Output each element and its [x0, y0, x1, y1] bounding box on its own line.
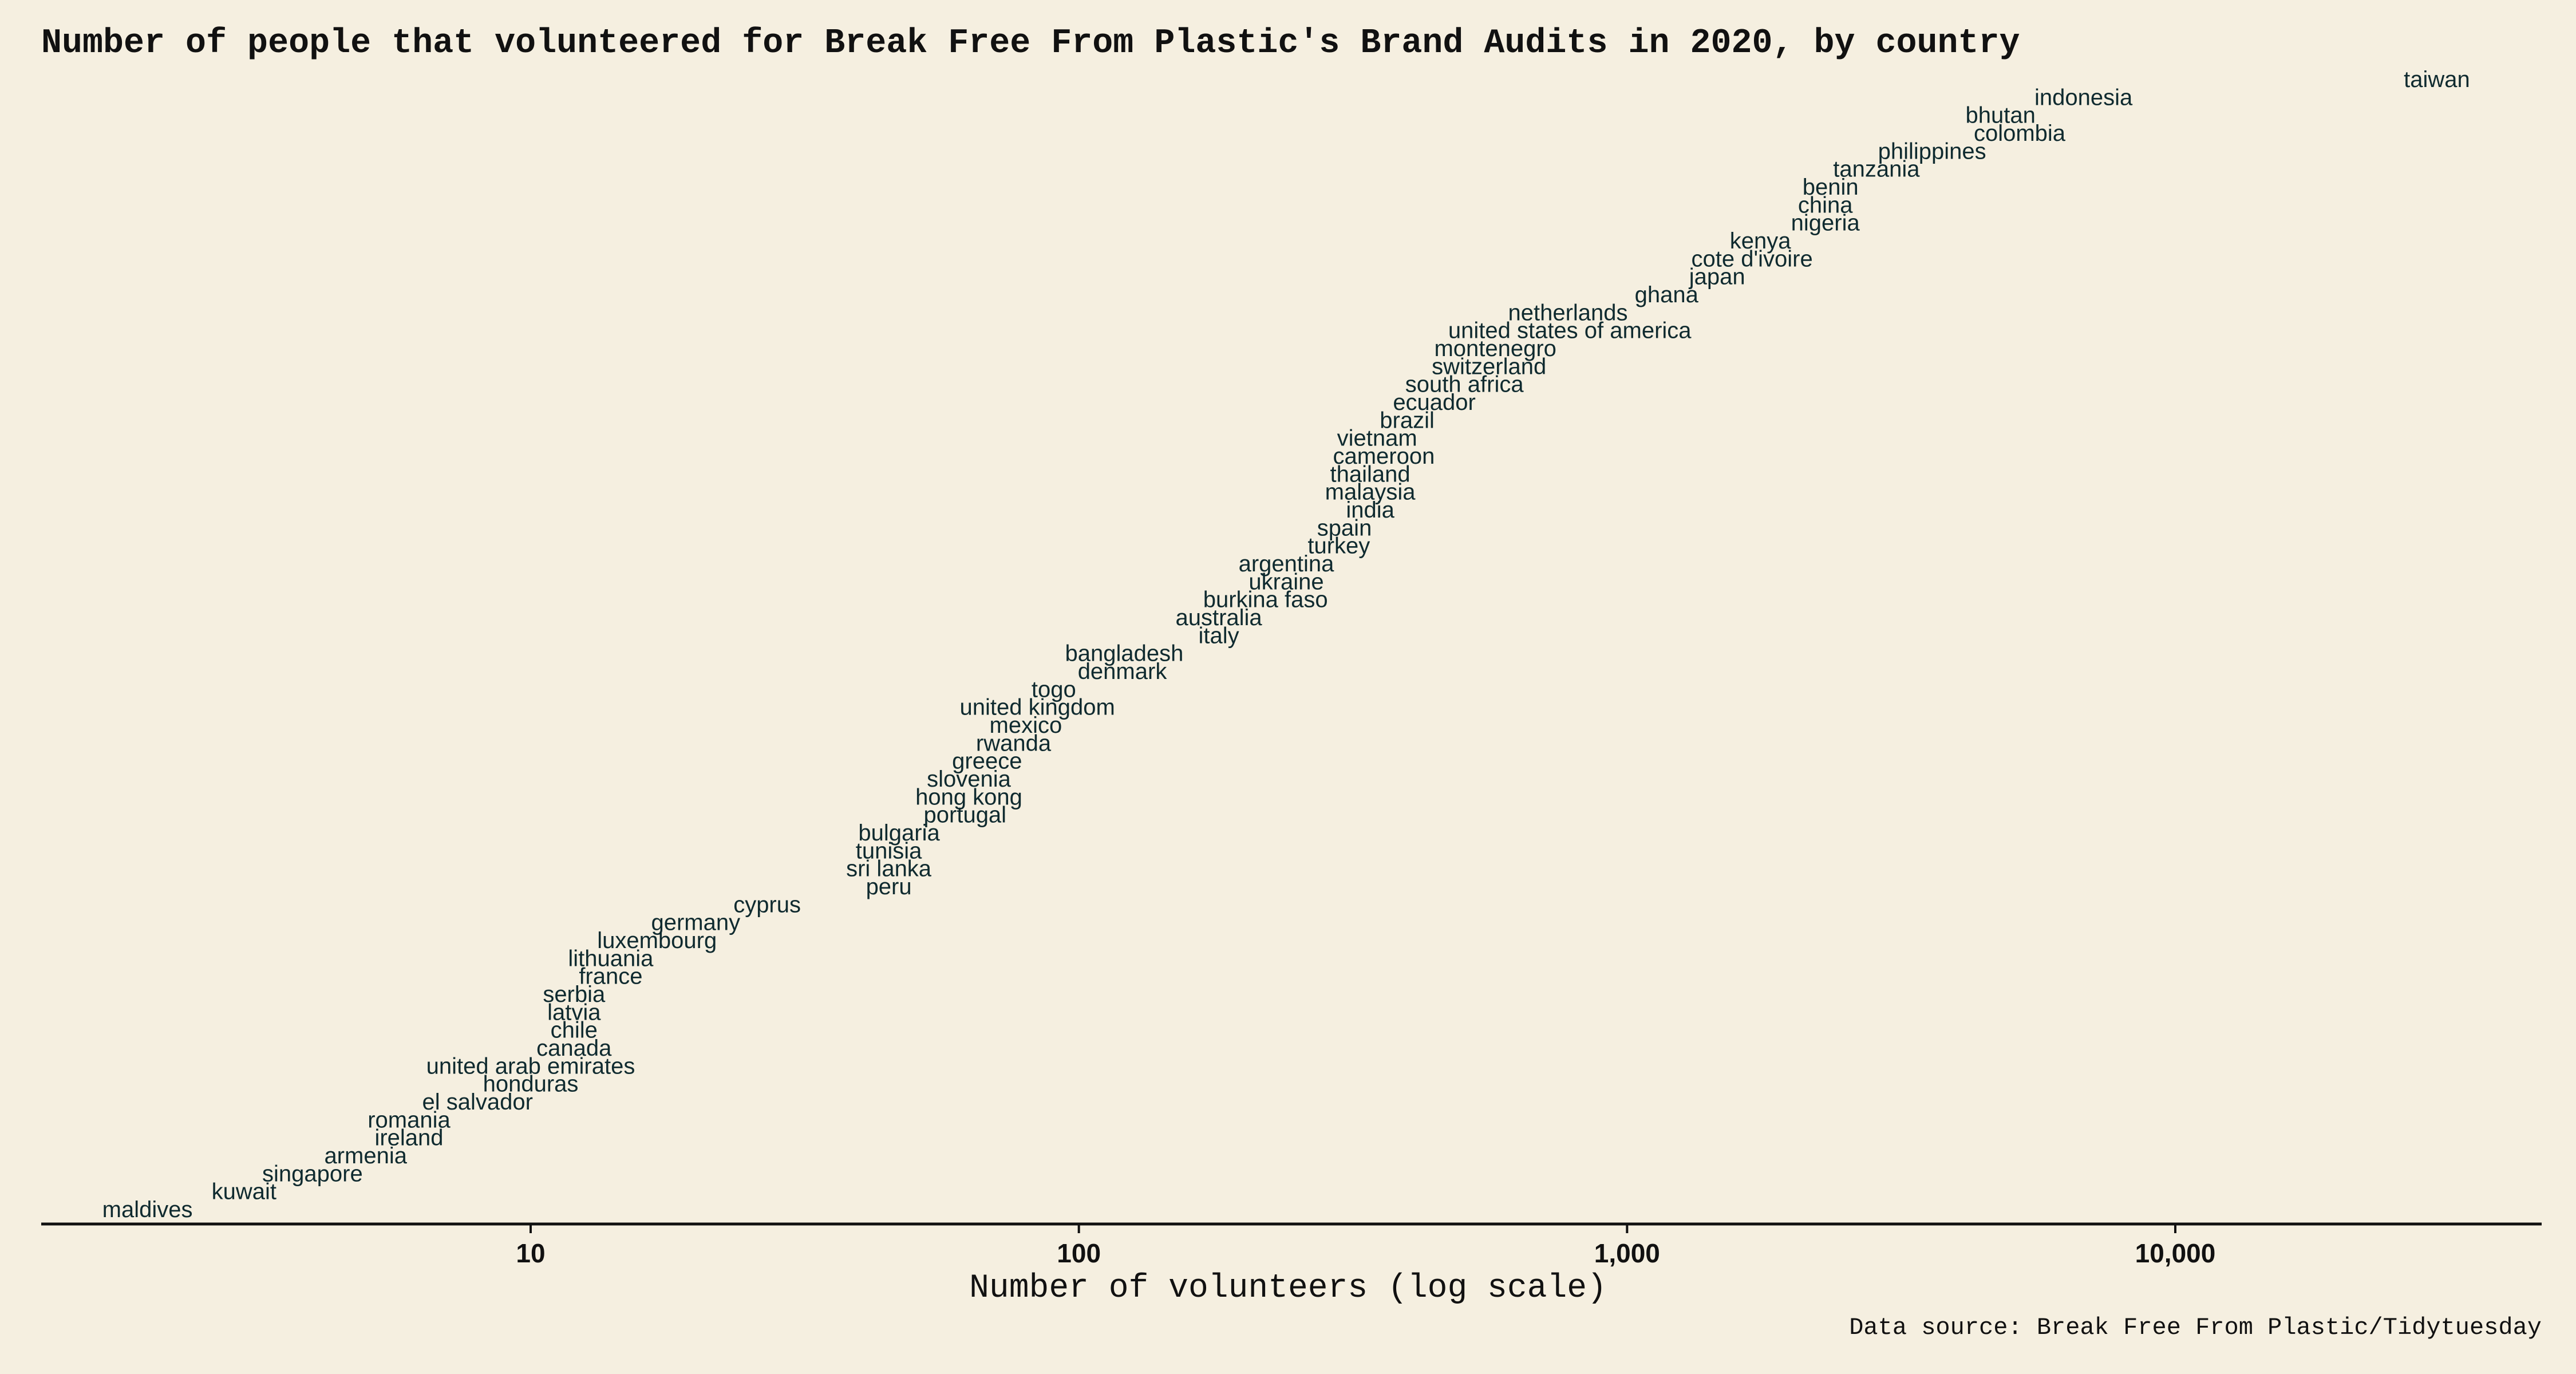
point-label-thailand: thailand [1330, 461, 1411, 487]
point-label-el-salvador: el salvador [422, 1089, 532, 1115]
point-label-luxembourg: luxembourg [597, 928, 717, 953]
point-label-tanzania: tanzania [1833, 157, 1920, 182]
point-label-taiwan: taiwan [2404, 67, 2470, 92]
point-label-brazil: brazil [1380, 408, 1435, 433]
point-label-argentina: argentina [1239, 551, 1335, 577]
point-label-italy: italy [1199, 623, 1239, 648]
point-label-rwanda: rwanda [976, 731, 1052, 756]
point-label-slovenia: slovenia [927, 767, 1012, 792]
point-label-bulgaria: bulgaria [858, 820, 940, 846]
point-label-canada: canada [536, 1036, 612, 1061]
point-label-armenia: armenia [324, 1143, 407, 1168]
point-label-serbia: serbia [543, 982, 606, 1007]
point-label-cote-d-ivoire: cote d'ivoire [1692, 246, 1813, 271]
data-labels: maldives kuwaitsingaporearmeniairelandrom… [102, 67, 2470, 1222]
point-label-portugal: portugal [924, 803, 1007, 828]
point-label-south-africa: south africa [1405, 372, 1524, 397]
point-label-germany: germany [651, 910, 740, 935]
point-label-cyprus: cyprus [733, 892, 801, 917]
point-label-switzerland: switzerland [1432, 354, 1546, 379]
x-tick-label: 100 [1057, 1238, 1101, 1268]
chart-title: Number of people that volunteered for Br… [41, 24, 2020, 63]
x-axis-ticks: 10 100 1,000 10,000 [516, 1224, 2215, 1268]
point-label-ukraine: ukraine [1249, 569, 1323, 594]
point-label-burkina-faso: burkina faso [1203, 587, 1328, 613]
point-label-peru: peru [866, 874, 912, 899]
point-label-singapore: singapore [262, 1161, 363, 1186]
point-label-montenegro: montenegro [1434, 336, 1556, 361]
point-label-ecuador: ecuador [1393, 390, 1476, 415]
point-label-china: china [1798, 192, 1853, 218]
point-label-australia: australia [1175, 605, 1262, 630]
point-label-romania: romania [368, 1107, 451, 1132]
point-label-nigeria: nigeria [1791, 211, 1860, 236]
x-tick-label: 1,000 [1594, 1238, 1660, 1268]
point-label-vietnam: vietnam [1337, 426, 1417, 451]
point-label-france: france [579, 964, 642, 989]
point-label-cameroon: cameroon [1333, 444, 1435, 469]
point-label-benin: benin [1803, 175, 1859, 200]
point-label-maldives: maldives [102, 1197, 193, 1222]
point-label-kuwait: kuwait [212, 1179, 276, 1205]
point-label-united-arab-emirates: united arab emirates [426, 1053, 635, 1079]
point-label-lithuania: lithuania [568, 946, 654, 971]
point-label-hong-kong: hong kong [915, 784, 1022, 810]
point-label-tunisia: tunisia [856, 838, 922, 863]
point-label-united-states-of-america: united states of america [1448, 318, 1692, 344]
point-label-honduras: honduras [483, 1072, 579, 1097]
point-label-sri-lanka: sri lanka [846, 856, 932, 882]
x-axis-title: Number of volunteers (log scale) [969, 1270, 1607, 1307]
point-label-denmark: denmark [1078, 659, 1168, 684]
point-label-netherlands: netherlands [1508, 300, 1627, 325]
point-label-indonesia: indonesia [2034, 85, 2133, 110]
data-source-caption: Data source: Break Free From Plastic/Tid… [1849, 1314, 2542, 1341]
point-label-mexico: mexico [990, 713, 1062, 738]
point-label-japan: japan [1689, 264, 1745, 290]
point-label-bhutan: bhutan [1966, 103, 2036, 128]
point-label-greece: greece [952, 749, 1022, 774]
point-label-spain: spain [1317, 515, 1372, 540]
point-label-kenya: kenya [1730, 228, 1791, 254]
point-label-india: india [1346, 498, 1394, 523]
point-label-colombia: colombia [1974, 121, 2066, 146]
x-tick-label: 10 [516, 1238, 545, 1268]
point-label-chile: chile [551, 1018, 598, 1043]
point-label-bangladesh: bangladesh [1065, 641, 1183, 666]
point-label-united-kingdom: united kingdom [960, 695, 1115, 720]
point-label-togo: togo [1032, 677, 1076, 702]
point-label-turkey: turkey [1307, 534, 1370, 559]
point-label-ghana: ghana [1635, 282, 1699, 307]
point-label-malaysia: malaysia [1325, 480, 1416, 505]
point-label-latvia: latvia [547, 1000, 601, 1025]
point-label-philippines: philippines [1878, 139, 1986, 164]
x-tick-label: 10,000 [2135, 1238, 2216, 1268]
point-label-ireland: ireland [374, 1126, 443, 1151]
